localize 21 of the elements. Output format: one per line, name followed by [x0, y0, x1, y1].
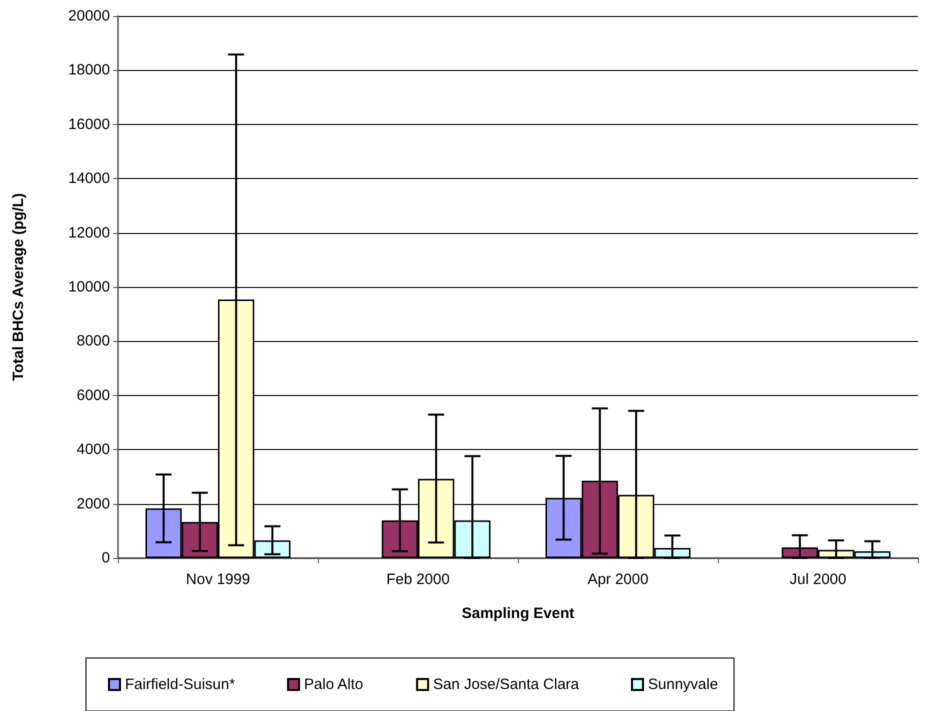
x-tick-label: Jul 2000 — [790, 571, 846, 588]
y-tick-label: 20000 — [68, 8, 110, 24]
x-tick-label: Apr 2000 — [588, 571, 648, 588]
y-tick-label: 12000 — [68, 224, 110, 242]
y-tick-label: 2000 — [76, 495, 110, 512]
y-tick-label: 14000 — [68, 170, 110, 188]
legend-label: Palo Alto — [304, 676, 364, 693]
y-tick-label: 0 — [102, 550, 110, 566]
x-axis-title: Sampling Event — [462, 605, 574, 622]
legend-label: Fairfield-Suisun* — [125, 676, 236, 693]
y-tick-label: 4000 — [76, 441, 110, 458]
y-tick-label: 6000 — [76, 386, 110, 404]
y-tick-label: 16000 — [68, 116, 110, 133]
legend-label: Sunnyvale — [648, 676, 718, 693]
legend-label: San Jose/Santa Clara — [433, 676, 580, 693]
y-axis-title: Total BHCs Average (pg/L) — [10, 193, 27, 381]
y-tick-label: 18000 — [68, 62, 110, 79]
x-tick-label: Nov 1999 — [186, 571, 250, 588]
x-tick-label: Feb 2000 — [386, 571, 450, 588]
y-tick-label: 8000 — [76, 332, 110, 350]
y-tick-label: 10000 — [68, 278, 110, 296]
